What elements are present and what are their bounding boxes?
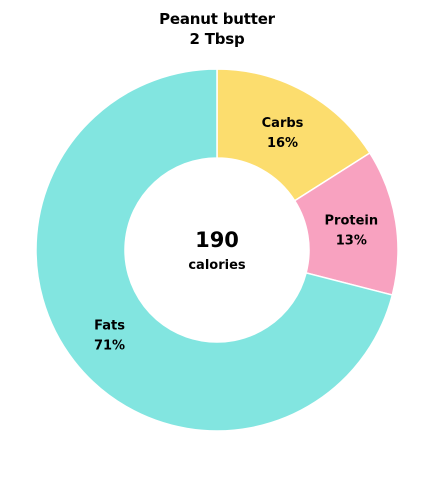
slice-label-fats: Fats xyxy=(94,318,125,333)
chart-subtitle: 2 Tbsp xyxy=(189,30,245,48)
slice-labels: Carbs 16% Protein 13% Fats 71% xyxy=(94,116,378,354)
center-label: calories xyxy=(188,258,246,273)
chart-title-block: Peanut butter 2 Tbsp xyxy=(0,9,434,49)
donut-slices xyxy=(35,68,399,432)
slice-value-carbs: 16% xyxy=(267,136,298,151)
slice-value-fats: 71% xyxy=(94,338,125,353)
slice-carbs xyxy=(216,68,371,202)
chart-title: Peanut butter xyxy=(159,10,275,28)
center-value: 190 xyxy=(195,228,239,252)
slice-label-carbs: Carbs xyxy=(262,116,304,131)
slice-fats xyxy=(35,68,394,432)
slice-label-protein: Protein xyxy=(325,214,379,229)
slice-value-protein: 13% xyxy=(336,234,367,249)
